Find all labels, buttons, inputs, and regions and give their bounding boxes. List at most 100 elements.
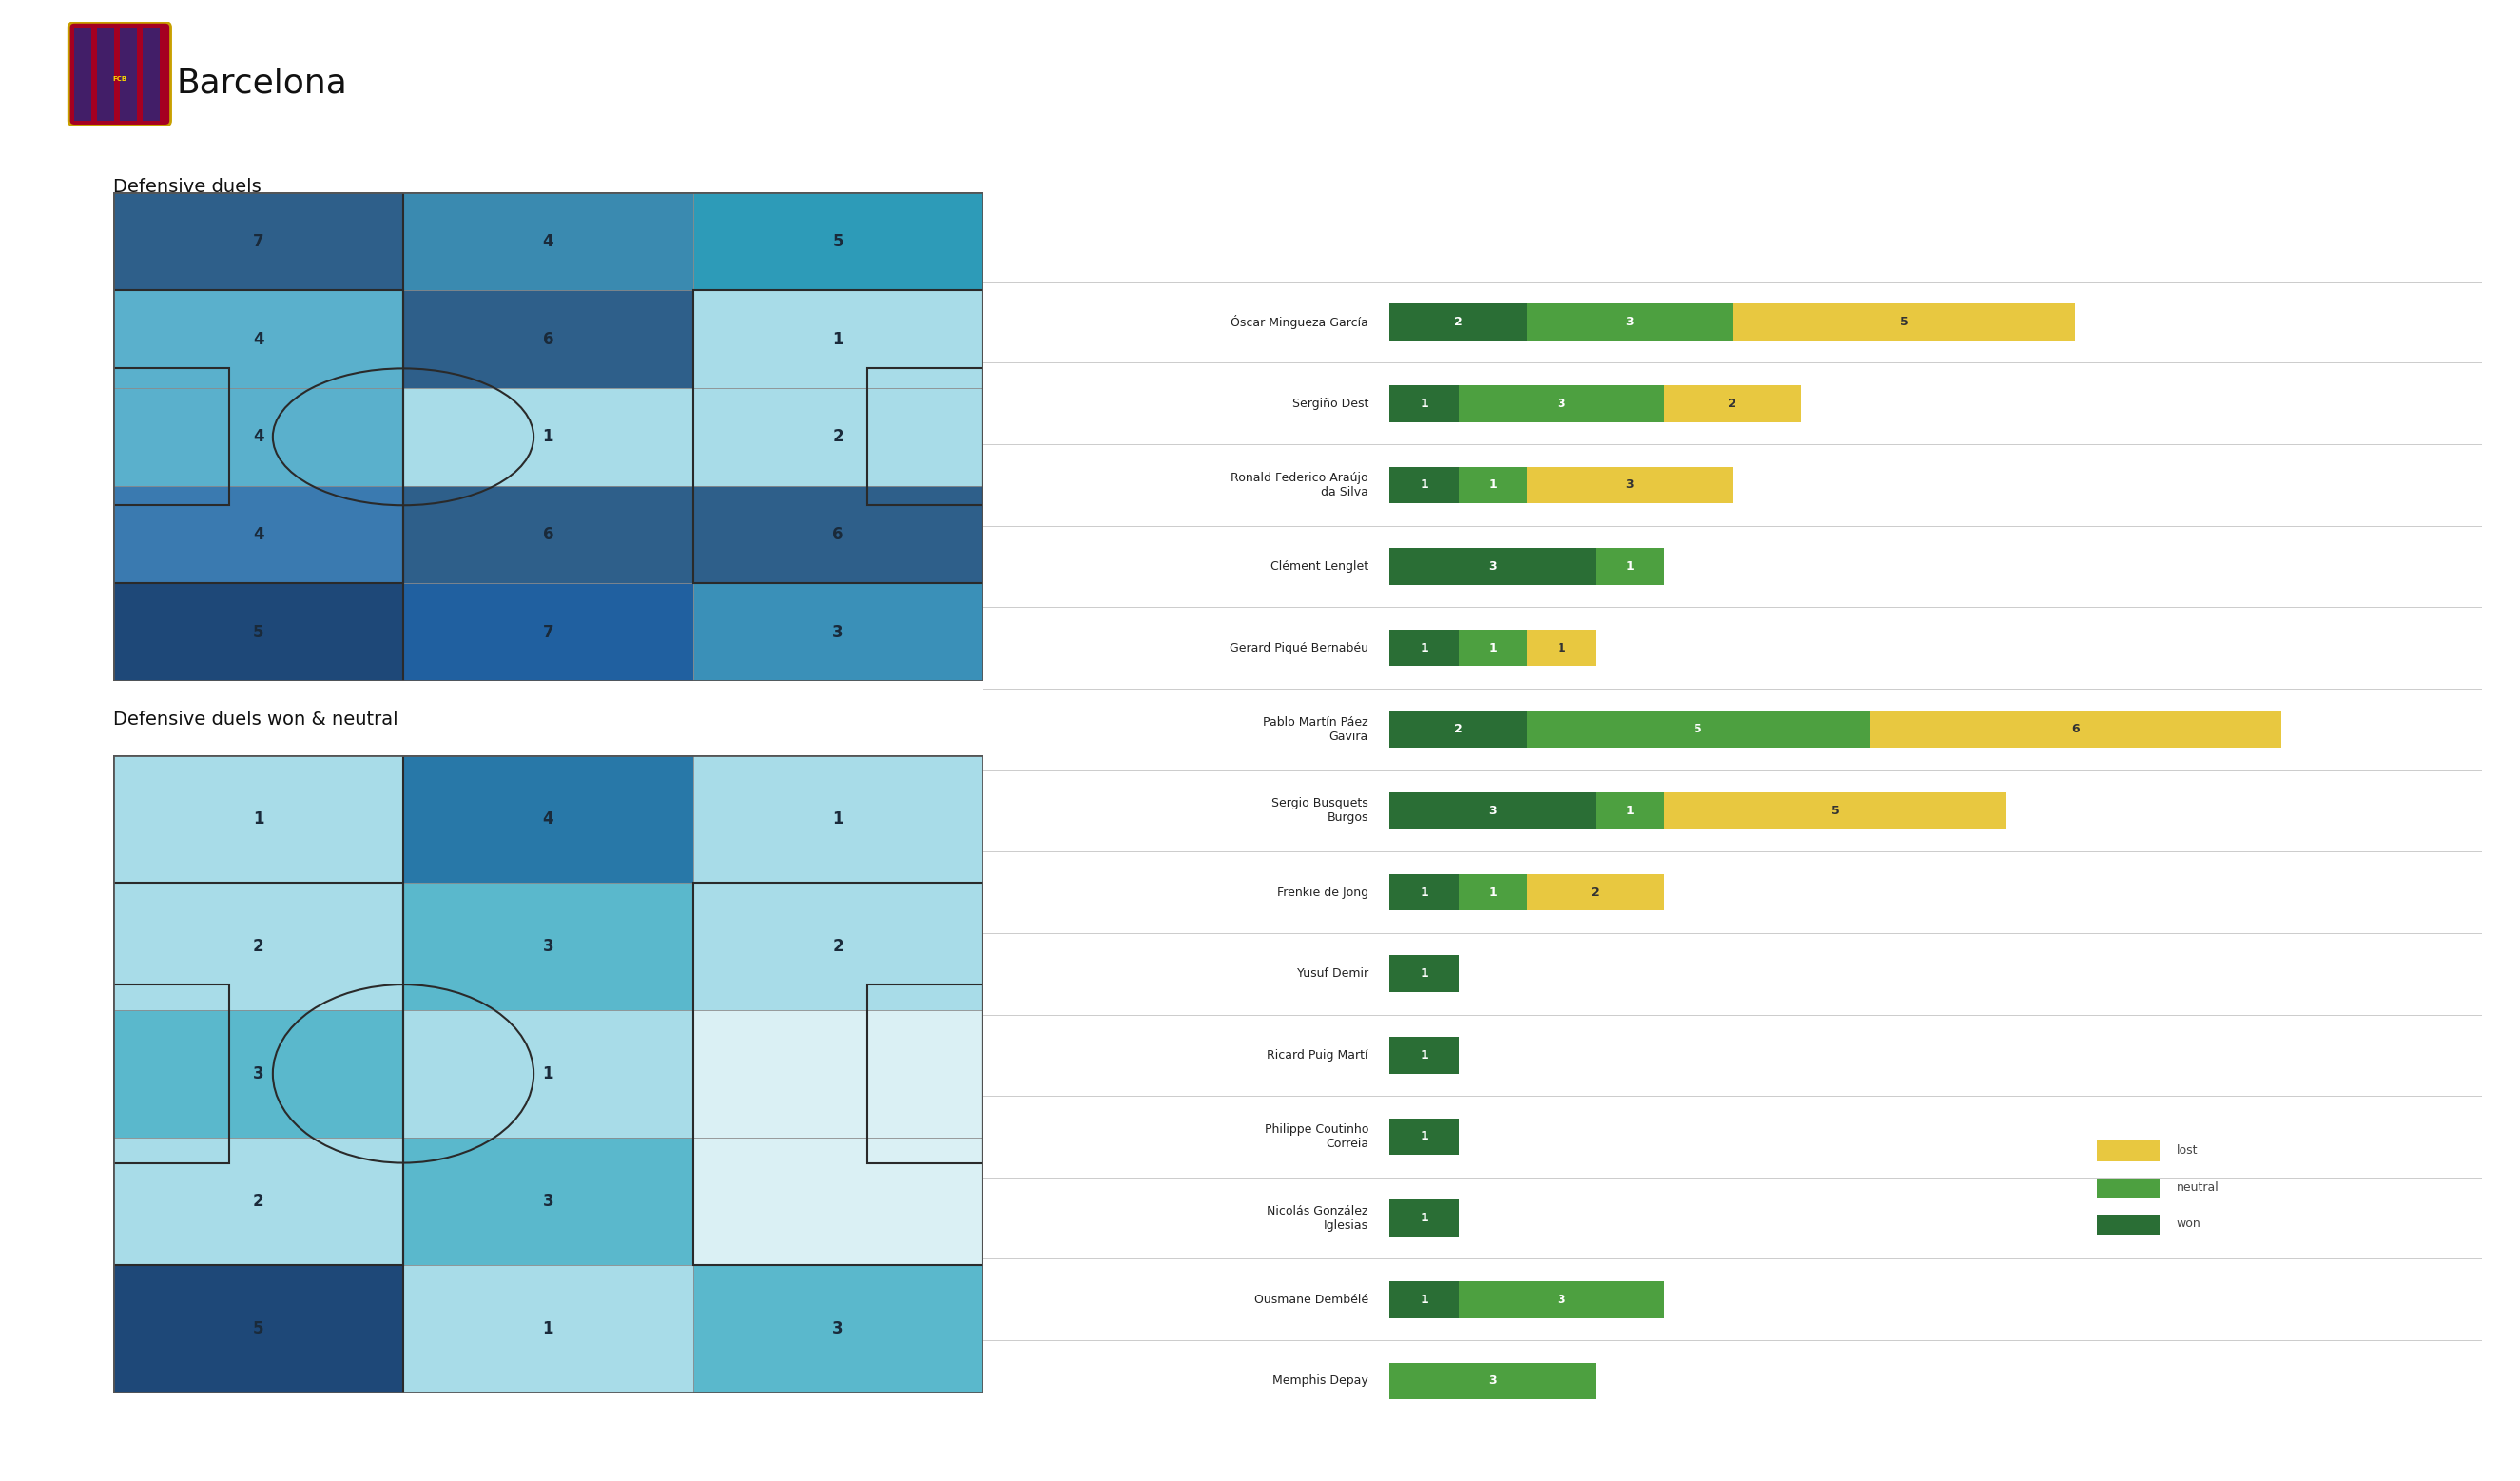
Bar — [1391, 1200, 1459, 1237]
Bar — [1527, 711, 1870, 748]
Text: Sergiño Dest: Sergiño Dest — [1293, 397, 1368, 410]
Text: 1: 1 — [542, 1320, 554, 1337]
Text: Óscar Mingueza García: Óscar Mingueza García — [1230, 315, 1368, 329]
Bar — [693, 883, 983, 1265]
Text: 3: 3 — [832, 624, 844, 641]
Bar — [113, 1265, 403, 1392]
Text: 6: 6 — [542, 526, 554, 544]
Text: 3: 3 — [832, 1320, 844, 1337]
Bar — [113, 193, 403, 290]
Text: 5: 5 — [1693, 723, 1704, 736]
Bar — [693, 1137, 983, 1265]
Text: Ousmane Dembélé: Ousmane Dembélé — [1255, 1293, 1368, 1306]
Bar — [1870, 711, 2281, 748]
Text: Ronald Federico Araújo
da Silva: Ronald Federico Araújo da Silva — [1230, 472, 1368, 498]
Bar — [1391, 874, 1459, 911]
Bar — [693, 486, 983, 584]
Text: 5: 5 — [1832, 804, 1840, 818]
Text: Nicolás González
Iglesias: Nicolás González Iglesias — [1268, 1206, 1368, 1231]
Text: 6: 6 — [542, 330, 554, 348]
Bar — [144, 28, 159, 121]
Bar — [2097, 1177, 2160, 1198]
Text: 1: 1 — [1419, 478, 1429, 492]
Text: Memphis Depay: Memphis Depay — [1273, 1374, 1368, 1388]
FancyBboxPatch shape — [68, 22, 171, 126]
Bar — [1734, 304, 2076, 341]
Bar — [693, 193, 983, 290]
Text: neutral: neutral — [2177, 1182, 2220, 1194]
Bar — [1459, 874, 1527, 911]
Text: Philippe Coutinho
Correia: Philippe Coutinho Correia — [1265, 1124, 1368, 1149]
Bar — [2097, 1214, 2160, 1235]
Text: 4: 4 — [252, 330, 265, 348]
Bar — [403, 193, 693, 290]
Bar — [76, 28, 91, 121]
Bar — [121, 28, 136, 121]
Bar — [403, 486, 693, 584]
Text: 2: 2 — [832, 428, 844, 446]
Bar — [1391, 304, 1527, 341]
Text: 6: 6 — [832, 526, 844, 544]
Bar — [867, 369, 983, 505]
Text: 1: 1 — [1419, 1130, 1429, 1143]
Text: 1: 1 — [1419, 397, 1429, 410]
Bar — [113, 388, 403, 486]
Bar — [113, 486, 403, 584]
Text: 3: 3 — [1625, 478, 1633, 492]
Text: Pablo Martín Páez
Gavira: Pablo Martín Páez Gavira — [1263, 717, 1368, 742]
Text: lost: lost — [2177, 1145, 2197, 1157]
Bar — [1391, 955, 1459, 992]
Bar — [113, 1137, 403, 1265]
Text: 1: 1 — [1419, 1293, 1429, 1306]
Text: 6: 6 — [2071, 723, 2079, 736]
Bar — [403, 290, 693, 388]
Text: Gerard Piqué Bernabéu: Gerard Piqué Bernabéu — [1230, 641, 1368, 655]
Text: 1: 1 — [832, 810, 844, 828]
Bar — [1391, 467, 1459, 504]
Text: 4: 4 — [252, 526, 265, 544]
Bar — [1459, 467, 1527, 504]
Bar — [113, 755, 403, 883]
Text: 1: 1 — [1419, 967, 1429, 980]
Text: Yusuf Demir: Yusuf Demir — [1298, 967, 1368, 980]
Text: Frenkie de Jong: Frenkie de Jong — [1278, 886, 1368, 899]
Text: Ricard Puig Martí: Ricard Puig Martí — [1268, 1049, 1368, 1062]
Text: 2: 2 — [252, 937, 265, 955]
Bar — [403, 1010, 693, 1137]
Text: 2: 2 — [252, 1192, 265, 1210]
Bar — [693, 1010, 983, 1137]
Text: 1: 1 — [1489, 478, 1497, 492]
Text: 1: 1 — [1625, 560, 1633, 573]
Bar — [1391, 1118, 1459, 1155]
Bar — [1391, 548, 1595, 585]
Bar — [113, 584, 403, 681]
Text: 1: 1 — [252, 810, 265, 828]
Text: 3: 3 — [542, 937, 554, 955]
Bar — [113, 883, 403, 1265]
Text: 5: 5 — [1900, 315, 1908, 329]
Bar — [403, 1137, 693, 1265]
Text: 1: 1 — [1625, 804, 1633, 818]
Text: 1: 1 — [542, 1065, 554, 1083]
Bar — [113, 883, 403, 1010]
Bar — [693, 1265, 983, 1392]
Bar — [403, 755, 693, 883]
Bar — [693, 883, 983, 1010]
Text: 3: 3 — [252, 1065, 265, 1083]
Text: 1: 1 — [1419, 886, 1429, 899]
Bar — [1391, 711, 1527, 748]
Bar — [1391, 1363, 1595, 1400]
Bar — [1391, 1281, 1459, 1318]
Text: 1: 1 — [1419, 641, 1429, 655]
Text: 3: 3 — [1489, 1374, 1497, 1388]
Text: 7: 7 — [252, 233, 265, 250]
Bar — [113, 985, 229, 1163]
Bar — [113, 290, 403, 388]
Text: Clément Lenglet: Clément Lenglet — [1270, 560, 1368, 573]
Bar — [113, 1010, 403, 1137]
Text: 3: 3 — [1557, 1293, 1565, 1306]
Bar — [1459, 629, 1527, 666]
Text: 3: 3 — [1489, 804, 1497, 818]
Text: 4: 4 — [542, 810, 554, 828]
Bar — [1595, 792, 1663, 829]
